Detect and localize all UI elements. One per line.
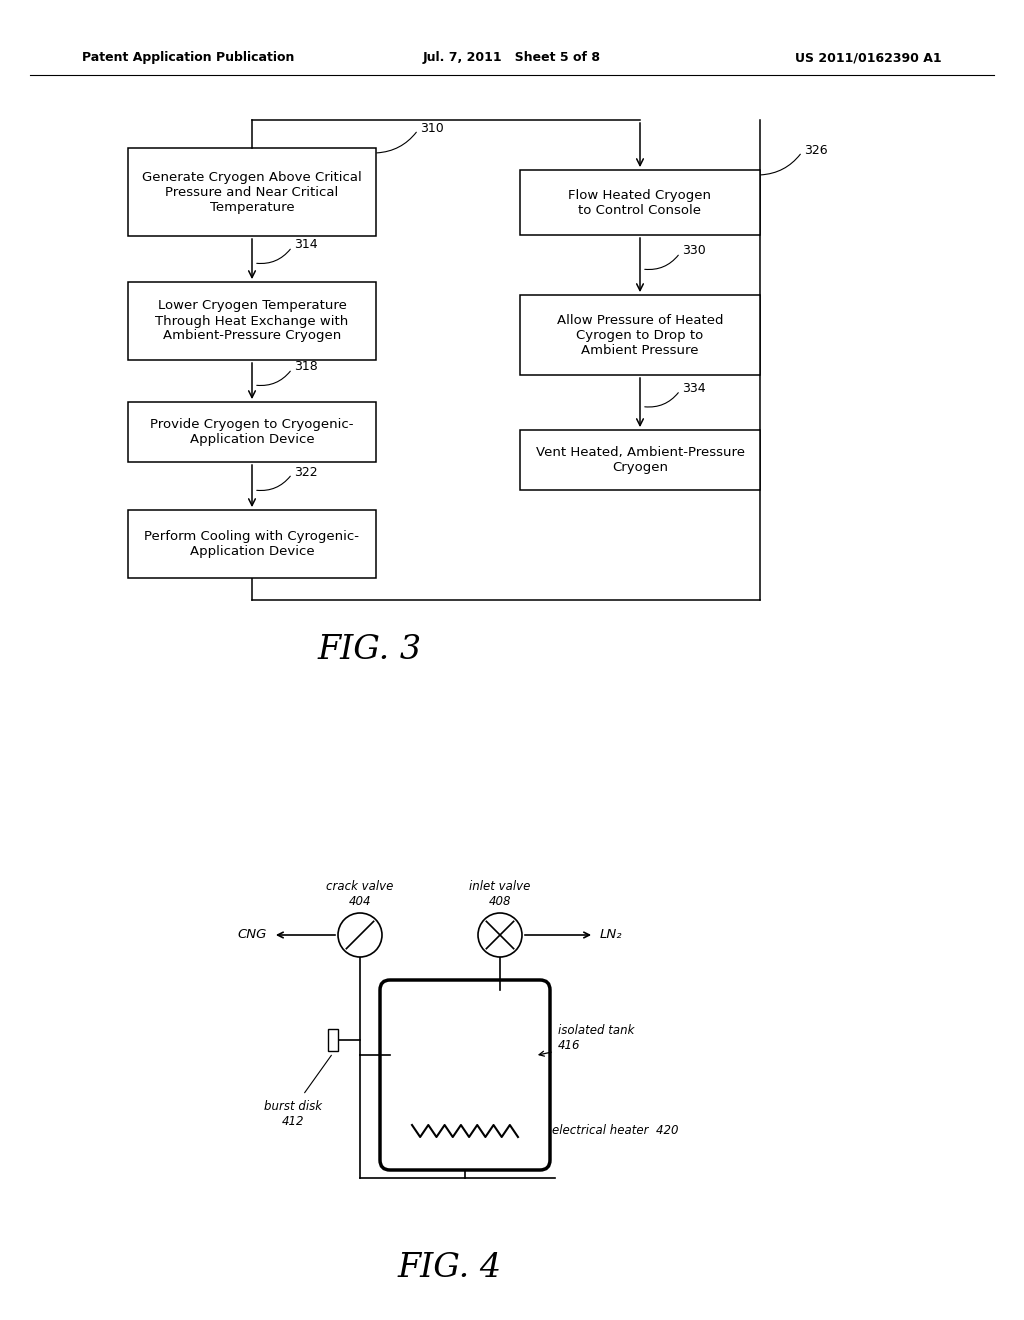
Text: inlet valve
408: inlet valve 408 xyxy=(469,880,530,908)
FancyBboxPatch shape xyxy=(128,403,376,462)
Text: 330: 330 xyxy=(682,244,706,257)
Text: isolated tank
416: isolated tank 416 xyxy=(558,1023,635,1052)
Text: US 2011/0162390 A1: US 2011/0162390 A1 xyxy=(796,51,942,65)
Text: Lower Cryogen Temperature
Through Heat Exchange with
Ambient-Pressure Cryogen: Lower Cryogen Temperature Through Heat E… xyxy=(156,300,348,342)
FancyBboxPatch shape xyxy=(520,430,760,490)
Text: Flow Heated Cryogen
to Control Console: Flow Heated Cryogen to Control Console xyxy=(568,189,712,216)
Text: FIG. 3: FIG. 3 xyxy=(317,634,422,667)
FancyBboxPatch shape xyxy=(380,979,550,1170)
FancyBboxPatch shape xyxy=(128,282,376,360)
Text: Provide Cryogen to Cryogenic-
Application Device: Provide Cryogen to Cryogenic- Applicatio… xyxy=(151,418,353,446)
Text: CNG: CNG xyxy=(238,928,267,941)
FancyBboxPatch shape xyxy=(520,170,760,235)
Text: burst disk
412: burst disk 412 xyxy=(264,1100,322,1129)
Text: 326: 326 xyxy=(804,144,827,157)
Text: 322: 322 xyxy=(294,466,317,479)
Text: Perform Cooling with Cyrogenic-
Application Device: Perform Cooling with Cyrogenic- Applicat… xyxy=(144,531,359,558)
FancyBboxPatch shape xyxy=(128,148,376,236)
Text: 310: 310 xyxy=(420,121,443,135)
Text: crack valve
404: crack valve 404 xyxy=(327,880,393,908)
Text: Vent Heated, Ambient-Pressure
Cryogen: Vent Heated, Ambient-Pressure Cryogen xyxy=(536,446,744,474)
Text: Jul. 7, 2011   Sheet 5 of 8: Jul. 7, 2011 Sheet 5 of 8 xyxy=(423,51,601,65)
FancyBboxPatch shape xyxy=(128,510,376,578)
Text: electrical heater  420: electrical heater 420 xyxy=(552,1125,679,1138)
Text: 334: 334 xyxy=(682,381,706,395)
Bar xyxy=(328,1030,338,1051)
Circle shape xyxy=(478,913,522,957)
Text: 314: 314 xyxy=(294,239,317,252)
Text: Allow Pressure of Heated
Cyrogen to Drop to
Ambient Pressure: Allow Pressure of Heated Cyrogen to Drop… xyxy=(557,314,723,356)
Circle shape xyxy=(338,913,382,957)
FancyBboxPatch shape xyxy=(520,294,760,375)
Text: LN₂: LN₂ xyxy=(600,928,623,941)
Text: FIG. 4: FIG. 4 xyxy=(398,1251,502,1284)
Text: Patent Application Publication: Patent Application Publication xyxy=(82,51,294,65)
Text: Generate Cryogen Above Critical
Pressure and Near Critical
Temperature: Generate Cryogen Above Critical Pressure… xyxy=(142,170,361,214)
Text: 318: 318 xyxy=(294,360,317,374)
